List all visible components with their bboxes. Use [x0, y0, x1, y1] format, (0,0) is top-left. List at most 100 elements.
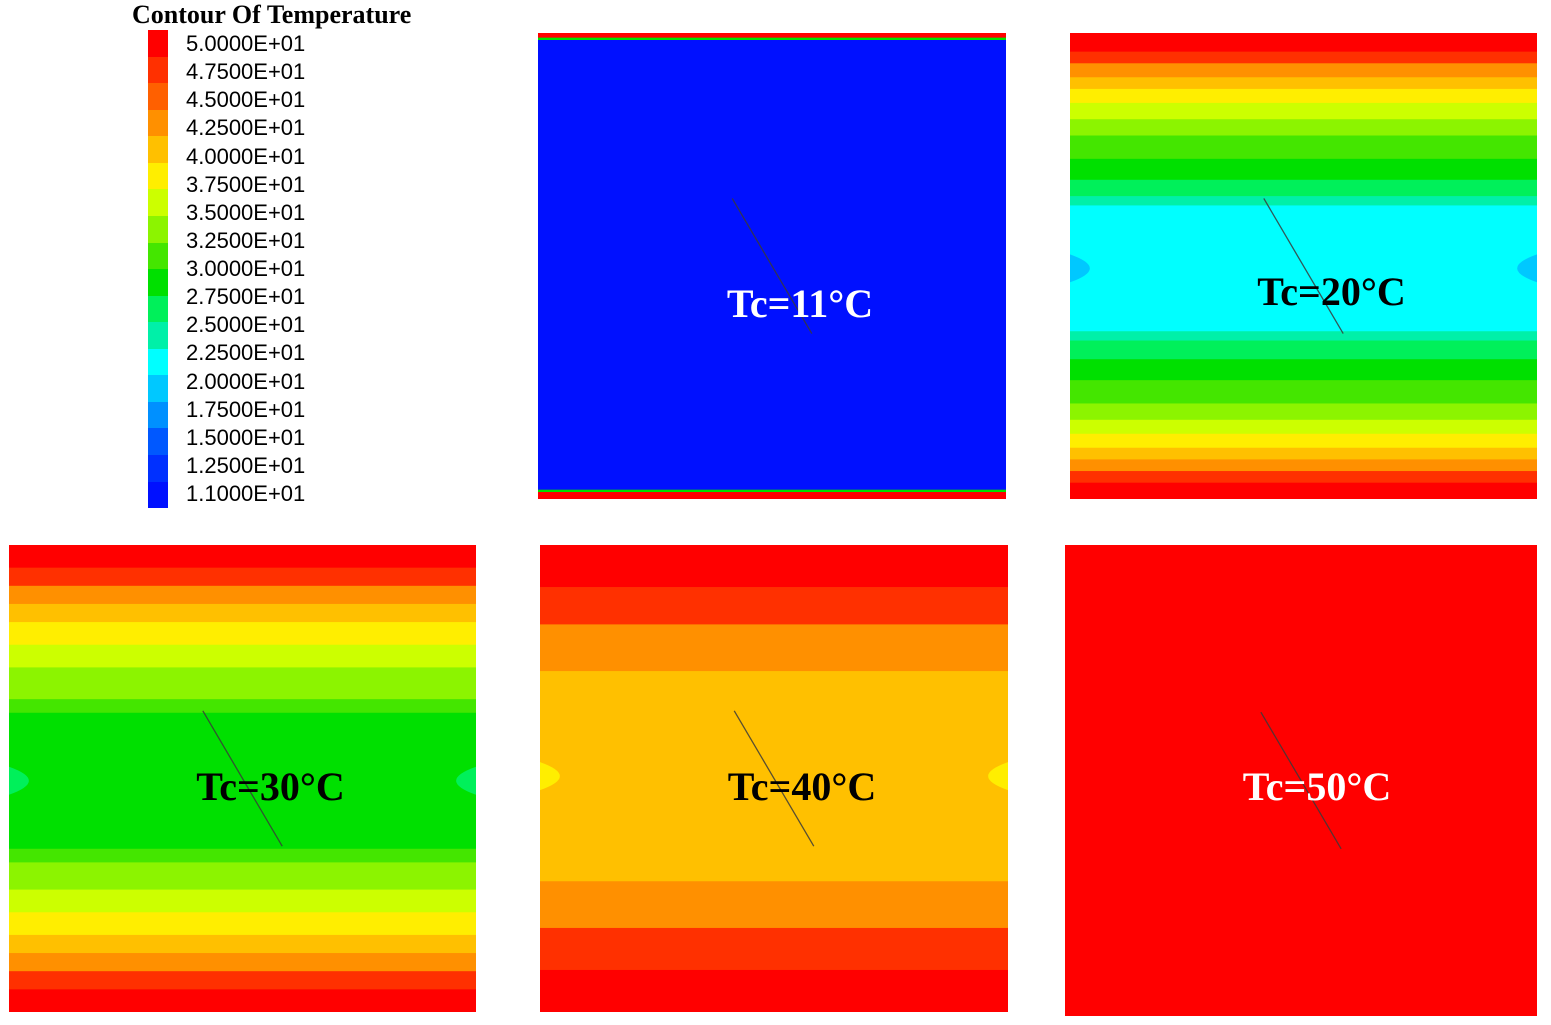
edge-bulge — [988, 762, 1008, 791]
contour-band — [9, 934, 476, 954]
probe-line — [731, 198, 813, 334]
legend-swatch — [148, 109, 168, 137]
contour-band — [9, 567, 476, 587]
legend-swatch — [148, 83, 168, 110]
legend-swatch — [148, 242, 168, 270]
contour-band — [540, 927, 1008, 971]
contour-band — [1070, 447, 1537, 460]
contour-band — [1070, 179, 1537, 197]
contour-field — [540, 545, 1008, 1012]
contour-band — [9, 889, 476, 913]
legend-label: 2.2500E+01 — [186, 340, 306, 366]
contour-band — [540, 587, 1008, 625]
contour-band — [9, 699, 476, 714]
legend-swatch — [148, 56, 168, 84]
contour-band — [540, 881, 1008, 929]
edge-bulge — [456, 766, 476, 795]
legend-swatch — [148, 215, 168, 243]
contour-band — [9, 971, 476, 990]
contour-band — [1070, 331, 1537, 342]
contour-band — [1070, 459, 1537, 472]
legend-label: 2.7500E+01 — [186, 284, 306, 310]
contour-panel-tc40: Tc=40°C — [540, 545, 1008, 1012]
legend-swatch — [148, 481, 168, 509]
contour-band — [9, 862, 476, 891]
contour-band — [9, 712, 476, 850]
contour-band — [538, 33, 1006, 39]
probe-line — [202, 710, 283, 847]
legend-swatch — [148, 30, 168, 57]
contour-band — [9, 848, 476, 863]
contour-band — [538, 489, 1006, 493]
legend-label: 2.5000E+01 — [186, 312, 306, 338]
contour-band — [1070, 340, 1537, 360]
contour-band — [9, 912, 476, 936]
legend-label: 1.2500E+01 — [186, 452, 306, 478]
contour-band — [9, 622, 476, 646]
contour-band — [1070, 433, 1537, 449]
contour-panel-tc11: Tc=11°C — [538, 33, 1006, 499]
contour-field — [1070, 33, 1537, 499]
legend-color-bar — [148, 30, 168, 509]
legend-label: 1.5000E+01 — [186, 424, 306, 450]
contour-band — [1070, 63, 1537, 78]
contour-panel-tc30: Tc=30°C — [9, 545, 476, 1012]
contour-band — [540, 671, 1008, 882]
contour-field — [9, 545, 476, 1012]
contour-band — [1070, 102, 1537, 120]
contour-band — [1070, 419, 1537, 435]
contour-band — [9, 644, 476, 669]
contour-band — [9, 545, 476, 569]
legend-swatch — [148, 455, 168, 482]
legend-label: 4.0000E+01 — [186, 143, 306, 169]
probe-line — [1260, 711, 1342, 850]
legend-label: 3.2500E+01 — [186, 227, 306, 253]
contour-field — [1065, 545, 1537, 1016]
legend-swatch — [148, 401, 168, 429]
contour-band — [1070, 205, 1537, 332]
legend-label: 1.7500E+01 — [186, 396, 306, 422]
contour-panel-tc20: Tc=20°C — [1070, 33, 1537, 499]
legend-swatch — [148, 162, 168, 190]
legend-title: Contour Of Temperature — [132, 0, 412, 29]
legend-label: 3.5000E+01 — [186, 199, 306, 225]
legend-label: 1.1000E+01 — [186, 481, 306, 506]
contour-band — [9, 989, 476, 1012]
legend-swatch — [148, 322, 168, 349]
contour-band — [9, 953, 476, 972]
contour-band — [1070, 403, 1537, 421]
contour-band — [1070, 135, 1537, 160]
contour-band — [9, 667, 476, 700]
legend-label: 3.0000E+01 — [186, 256, 306, 281]
legend-label: 3.7500E+01 — [186, 171, 306, 197]
contour-panel-tc50: Tc=50°C — [1065, 545, 1537, 1016]
edge-bulge — [540, 762, 560, 791]
legend-swatch — [148, 375, 168, 402]
legend-swatch — [148, 348, 168, 376]
legend-label: 2.0000E+01 — [186, 368, 306, 394]
contour-band — [540, 545, 1008, 588]
contour-band — [1070, 51, 1537, 64]
contour-band — [538, 37, 1006, 41]
legend-label: 4.2500E+01 — [186, 115, 306, 141]
edge-bulge — [9, 766, 29, 795]
legend-swatch — [148, 295, 168, 323]
contour-band — [1070, 482, 1537, 499]
edge-bulge — [1070, 254, 1090, 283]
edge-bulge — [1517, 254, 1537, 283]
legend-label: 4.5000E+01 — [186, 87, 306, 113]
contour-band — [1070, 380, 1537, 405]
legend-label: 4.7500E+01 — [186, 59, 306, 85]
legend-swatch — [148, 269, 168, 296]
contour-band — [1070, 77, 1537, 90]
contour-band — [1070, 33, 1537, 53]
probe-line — [733, 710, 815, 847]
contour-band — [9, 585, 476, 605]
legend-label: 5.0000E+01 — [186, 31, 306, 56]
contour-band — [1070, 471, 1537, 484]
legend-swatch — [148, 428, 168, 455]
legend-labels: 5.0000E+01 4.7500E+01 4.5000E+01 4.2500E+01… — [186, 31, 386, 511]
contour-band — [540, 969, 1008, 1012]
probe-line — [1263, 198, 1344, 334]
contour-band — [1070, 359, 1537, 381]
